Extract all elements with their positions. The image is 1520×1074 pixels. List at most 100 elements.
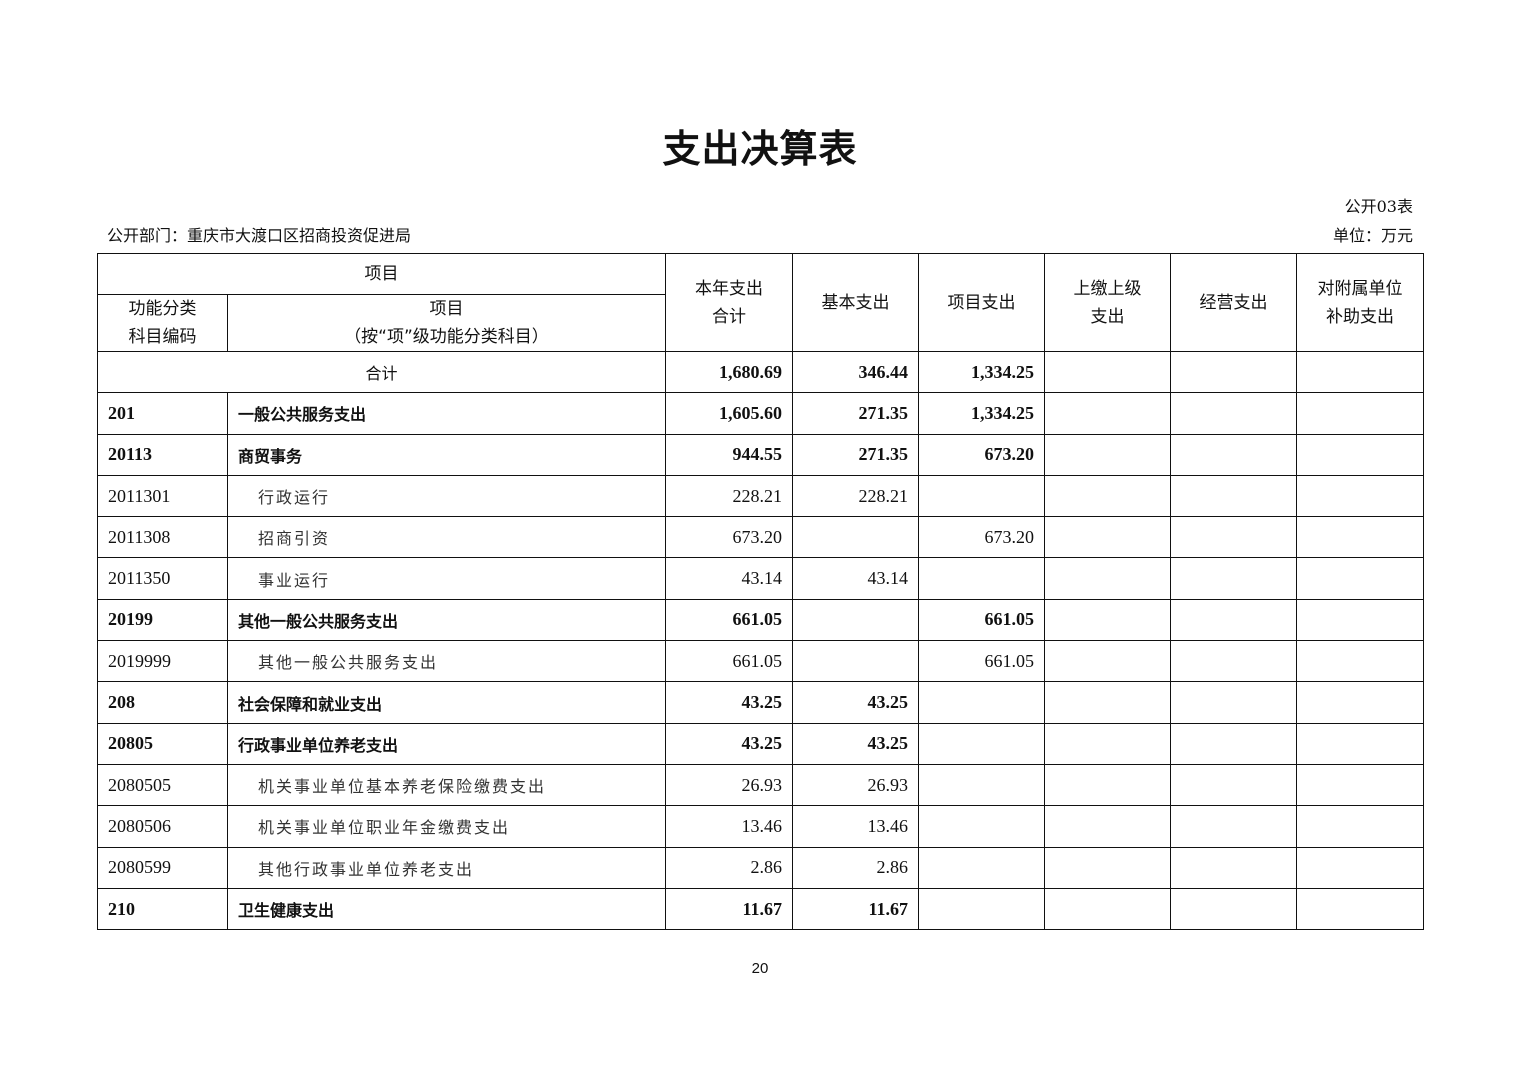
cell-basic: 2.86 [792,846,919,889]
cell-business [1170,474,1297,518]
cell-code: 210 [97,887,228,931]
cell-code: 2080599 [97,846,228,889]
header-total: 本年支出合计 [665,253,793,352]
cell-name: 行政事业单位养老支出 [227,722,666,765]
cell-subsidy [1296,392,1424,435]
cell-upper [1044,681,1171,724]
cell-total: 2.86 [665,846,793,889]
cell-total: 13.46 [665,805,793,848]
cell-code: 20805 [97,722,228,765]
cell-basic [792,640,919,683]
cell-basic: 271.35 [792,433,919,476]
cell-subsidy [1296,763,1424,807]
cell-name: 机关事业单位基本养老保险缴费支出 [227,763,666,807]
table-row: 2080599 其他行政事业单位养老支出 2.86 2.86 [97,846,1424,889]
cell-name: 招商引资 [227,516,666,559]
total-project: 1,334.25 [918,350,1045,394]
cell-business [1170,805,1297,848]
total-row: 合计 1,680.69 346.44 1,334.25 [97,350,1424,394]
expenditure-table: 项目 本年支出合计 基本支出 项目支出 上缴上级支出 经营支出 对附属单位补助支… [97,253,1424,931]
cell-subsidy [1296,516,1424,559]
cell-basic: 43.25 [792,681,919,724]
page-title: 支出决算表 [662,127,858,171]
header-basic: 基本支出 [792,253,919,352]
cell-basic: 43.25 [792,722,919,765]
cell-project [918,763,1045,807]
cell-business [1170,598,1297,642]
cell-subsidy [1296,433,1424,476]
cell-subsidy [1296,805,1424,848]
cell-name: 商贸事务 [227,433,666,476]
cell-basic [792,598,919,642]
total-label: 合计 [97,350,666,394]
cell-business [1170,433,1297,476]
cell-name: 其他一般公共服务支出 [227,598,666,642]
cell-basic: 13.46 [792,805,919,848]
table-row: 2019999 其他一般公共服务支出 661.05 661.05 [97,640,1424,683]
cell-upper [1044,433,1171,476]
cell-basic: 11.67 [792,887,919,931]
table-row: 20113 商贸事务 944.55 271.35 673.20 [97,433,1424,476]
cell-basic: 43.14 [792,557,919,600]
cell-upper [1044,557,1171,600]
cell-subsidy [1296,557,1424,600]
cell-subsidy [1296,598,1424,642]
cell-name: 一般公共服务支出 [227,392,666,435]
cell-upper [1044,598,1171,642]
cell-business [1170,392,1297,435]
cell-upper [1044,805,1171,848]
cell-total: 228.21 [665,474,793,518]
header-upper: 上缴上级支出 [1044,253,1171,352]
cell-name: 其他一般公共服务支出 [227,640,666,683]
cell-subsidy [1296,474,1424,518]
cell-subsidy [1296,722,1424,765]
total-upper [1044,350,1171,394]
cell-project: 661.05 [918,640,1045,683]
cell-subsidy [1296,846,1424,889]
header-subsidy: 对附属单位补助支出 [1296,253,1424,352]
cell-code: 2019999 [97,640,228,683]
cell-total: 26.93 [665,763,793,807]
cell-total: 673.20 [665,516,793,559]
cell-code: 20113 [97,433,228,476]
cell-total: 944.55 [665,433,793,476]
cell-total: 43.25 [665,681,793,724]
cell-project [918,722,1045,765]
cell-project [918,474,1045,518]
cell-project: 673.20 [918,516,1045,559]
cell-business [1170,846,1297,889]
cell-project [918,846,1045,889]
cell-code: 2011308 [97,516,228,559]
cell-total: 43.25 [665,722,793,765]
cell-total: 1,605.60 [665,392,793,435]
table-row: 2080505 机关事业单位基本养老保险缴费支出 26.93 26.93 [97,763,1424,807]
table-number: 公开03表 [1344,197,1413,216]
cell-code: 2080505 [97,763,228,807]
header-code: 功能分类科目编码 [97,294,228,352]
total-subsidy [1296,350,1424,394]
cell-project [918,681,1045,724]
cell-total: 661.05 [665,640,793,683]
cell-upper [1044,640,1171,683]
cell-business [1170,557,1297,600]
cell-name: 机关事业单位职业年金缴费支出 [227,805,666,848]
cell-total: 661.05 [665,598,793,642]
cell-upper [1044,474,1171,518]
cell-upper [1044,846,1171,889]
cell-upper [1044,722,1171,765]
cell-basic: 26.93 [792,763,919,807]
cell-business [1170,722,1297,765]
cell-project: 673.20 [918,433,1045,476]
cell-project: 661.05 [918,598,1045,642]
table-row: 2011308 招商引资 673.20 673.20 [97,516,1424,559]
cell-code: 2011301 [97,474,228,518]
cell-code: 201 [97,392,228,435]
table-row: 2011301 行政运行 228.21 228.21 [97,474,1424,518]
cell-subsidy [1296,681,1424,724]
header-item-name: 项目 （按“项”级功能分类科目） [227,294,666,352]
cell-total: 43.14 [665,557,793,600]
table-row: 208 社会保障和就业支出 43.25 43.25 [97,681,1424,724]
table-row: 201 一般公共服务支出 1,605.60 271.35 1,334.25 [97,392,1424,435]
cell-basic [792,516,919,559]
cell-upper [1044,887,1171,931]
